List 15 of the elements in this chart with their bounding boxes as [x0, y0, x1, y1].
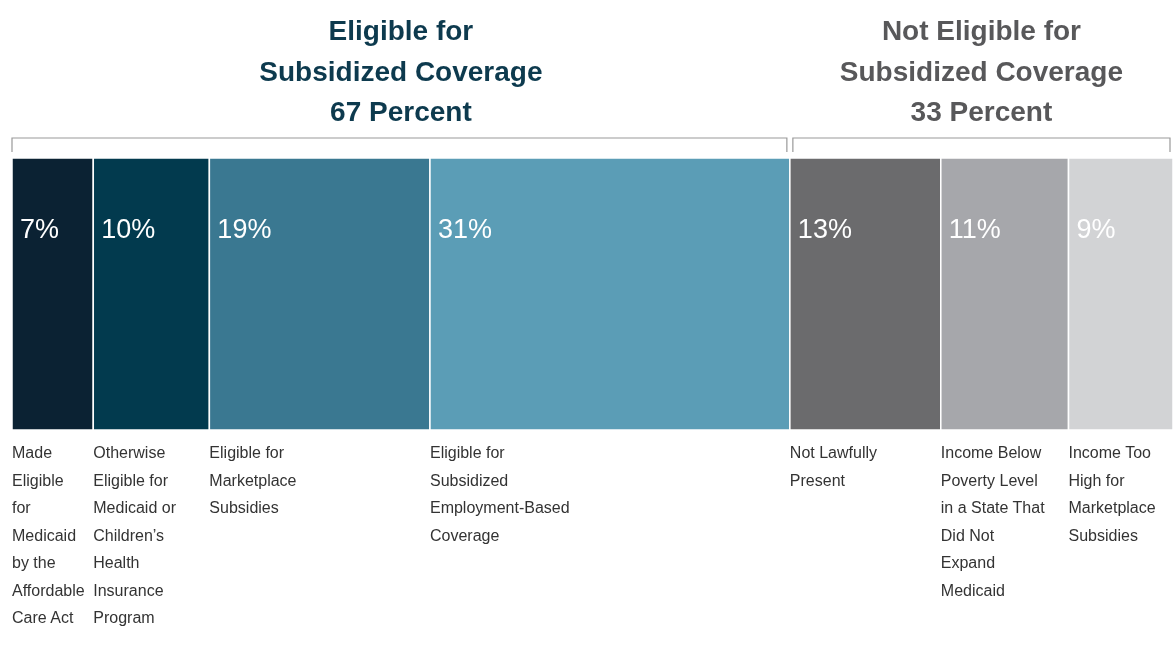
series-label: Income Below Poverty Level in a State That Did Not Expand Medicaid	[940, 444, 1046, 599]
data-label: 10%	[101, 214, 156, 244]
series-label: Otherwise Eligible for Medicaid or Children’s Health Insurance Program	[93, 444, 177, 626]
text: Not Eligible for Subsidized Coverage 33 Percent	[839, 15, 1124, 127]
series-label: Income Too High for Marketplace Subsidies	[1068, 444, 1156, 544]
data-label: 31%	[437, 214, 493, 244]
data-label: 13%	[797, 214, 852, 244]
series-label: Eligible for Subsidized Employment-Based Coverage	[429, 444, 570, 544]
data-label: 19%	[217, 214, 272, 244]
data-label: 11%	[948, 214, 1001, 244]
series-label: Not Lawfully Present	[789, 444, 878, 489]
data-label: 7%	[20, 214, 60, 244]
series-label: Eligible for Marketplace Subsidies	[209, 444, 297, 516]
text: Eligible for Subsidized Coverage 67 Percent	[259, 15, 543, 127]
series-label: Made Eligible for Medicaid by the Affordable Care Act	[12, 444, 85, 626]
